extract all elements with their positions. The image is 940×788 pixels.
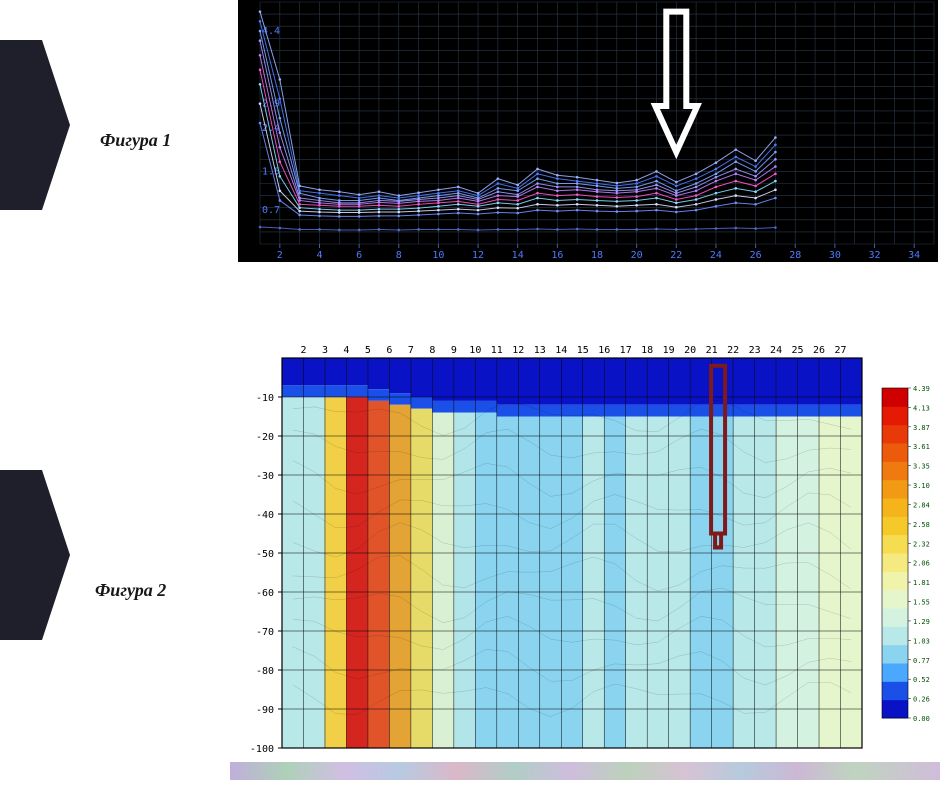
svg-text:0.26: 0.26 (913, 696, 930, 704)
decorative-chevron-2 (0, 470, 70, 640)
svg-text:20: 20 (684, 345, 696, 356)
svg-text:26: 26 (813, 345, 825, 356)
svg-text:2: 2 (277, 250, 283, 261)
svg-text:3.61: 3.61 (913, 443, 930, 451)
svg-text:23: 23 (749, 345, 761, 356)
svg-text:-100: -100 (250, 744, 274, 755)
figure-1-svg: 0.71.52.42.94.42468101214161820222426283… (238, 0, 938, 262)
svg-text:10: 10 (469, 345, 481, 356)
svg-text:32: 32 (869, 250, 881, 261)
svg-text:10: 10 (432, 250, 444, 261)
svg-text:6: 6 (386, 345, 392, 356)
svg-text:2.32: 2.32 (913, 540, 930, 548)
decorative-bottom-strip (230, 762, 940, 780)
svg-text:22: 22 (670, 250, 682, 261)
figure-1-label: Фигура 1 (100, 130, 171, 151)
svg-text:-60: -60 (256, 588, 274, 599)
svg-text:18: 18 (641, 345, 653, 356)
svg-text:2.06: 2.06 (913, 560, 930, 568)
svg-text:16: 16 (551, 250, 563, 261)
svg-text:20: 20 (631, 250, 643, 261)
figure-2-container: 2345678910111213141516171819202122232425… (238, 338, 938, 758)
svg-text:16: 16 (598, 345, 610, 356)
svg-text:13: 13 (534, 345, 546, 356)
svg-text:25: 25 (792, 345, 804, 356)
svg-text:-90: -90 (256, 705, 274, 716)
svg-text:4: 4 (343, 345, 349, 356)
svg-text:9: 9 (451, 345, 457, 356)
svg-text:0.00: 0.00 (913, 715, 930, 723)
svg-text:24: 24 (770, 345, 782, 356)
svg-text:26: 26 (750, 250, 762, 261)
svg-text:3: 3 (322, 345, 328, 356)
svg-text:-50: -50 (256, 549, 274, 560)
svg-text:0.7: 0.7 (262, 205, 280, 216)
figure-1-chart: 0.71.52.42.94.42468101214161820222426283… (238, 0, 938, 262)
svg-text:4: 4 (316, 250, 322, 261)
svg-text:-80: -80 (256, 666, 274, 677)
svg-text:30: 30 (829, 250, 841, 261)
svg-text:6: 6 (356, 250, 362, 261)
svg-text:4.13: 4.13 (913, 404, 930, 412)
svg-text:2.84: 2.84 (913, 501, 930, 509)
figure-2-svg: 2345678910111213141516171819202122232425… (238, 338, 938, 758)
svg-text:3.87: 3.87 (913, 424, 930, 432)
svg-text:19: 19 (663, 345, 675, 356)
page: Фигура 1 Фигура 2 0.71.52.42.94.42468101… (0, 0, 940, 788)
svg-text:1.81: 1.81 (913, 579, 930, 587)
svg-text:34: 34 (908, 250, 920, 261)
svg-text:0.77: 0.77 (913, 657, 930, 665)
svg-text:0.52: 0.52 (913, 676, 930, 684)
svg-text:2.58: 2.58 (913, 521, 930, 529)
figure-2-label: Фигура 2 (95, 580, 166, 601)
svg-text:3.10: 3.10 (913, 482, 930, 490)
svg-text:7: 7 (408, 345, 414, 356)
svg-text:24: 24 (710, 250, 722, 261)
decorative-chevron-1 (0, 40, 70, 210)
svg-text:1.03: 1.03 (913, 637, 930, 645)
svg-text:22: 22 (727, 345, 739, 356)
svg-text:1.55: 1.55 (913, 599, 930, 607)
svg-text:1.29: 1.29 (913, 618, 930, 626)
svg-text:17: 17 (620, 345, 632, 356)
svg-text:8: 8 (429, 345, 435, 356)
svg-text:-70: -70 (256, 627, 274, 638)
svg-text:14: 14 (555, 345, 567, 356)
svg-text:27: 27 (834, 345, 846, 356)
svg-text:14: 14 (512, 250, 524, 261)
svg-text:12: 12 (512, 345, 524, 356)
svg-text:-30: -30 (256, 471, 274, 482)
svg-text:8: 8 (396, 250, 402, 261)
svg-text:3.35: 3.35 (913, 463, 930, 471)
svg-text:21: 21 (706, 345, 718, 356)
svg-text:-10: -10 (256, 393, 274, 404)
svg-text:15: 15 (577, 345, 589, 356)
svg-text:2: 2 (300, 345, 306, 356)
svg-text:-20: -20 (256, 432, 274, 443)
svg-text:4.39: 4.39 (913, 385, 930, 393)
svg-text:12: 12 (472, 250, 484, 261)
svg-text:18: 18 (591, 250, 603, 261)
svg-text:28: 28 (789, 250, 801, 261)
svg-text:11: 11 (491, 345, 503, 356)
svg-text:-40: -40 (256, 510, 274, 521)
svg-text:5: 5 (365, 345, 371, 356)
